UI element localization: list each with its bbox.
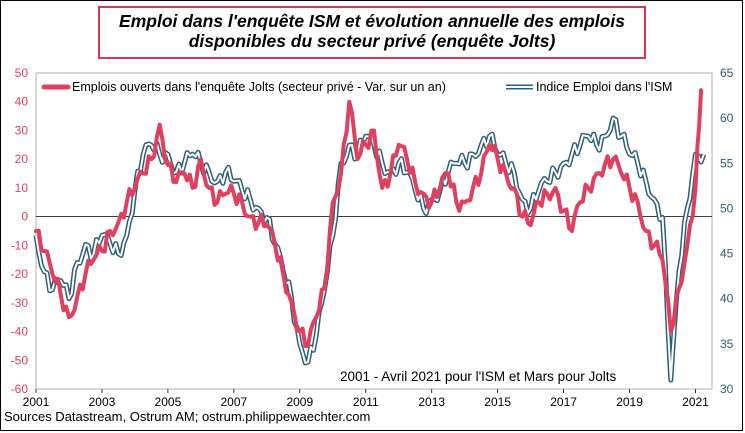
x-tick-label: 2011 (353, 395, 379, 409)
y-left-tick-label: -30 (11, 296, 29, 310)
y-right-tick-label: 55 (720, 156, 734, 170)
y-left-tick-label: 50 (15, 66, 29, 80)
x-tick-label: 2007 (221, 395, 248, 409)
x-tick-label: 2019 (616, 395, 643, 409)
legend-label-ism: Indice Emploi dans l'ISM (536, 80, 672, 94)
axes: -60 -50 -40 -30 -20 -10 0 10 20 30 40 50 30 35 40 45 50 5… (11, 66, 734, 409)
y-left-tick-label: -60 (11, 382, 29, 396)
y-left-tick-label: 30 (15, 123, 29, 137)
x-tick-label: 2017 (550, 395, 577, 409)
y-right-tick-label: 50 (720, 201, 734, 215)
y-right-tick-label: 30 (720, 382, 734, 396)
x-tick-label: 2003 (89, 395, 116, 409)
y-right-tick-label: 40 (720, 292, 734, 306)
x-tick-label: 2015 (484, 395, 511, 409)
title-line-2: disponibles du secteur privé (enquête Jo… (188, 31, 556, 51)
y-right-tick-label: 45 (720, 247, 734, 261)
y-left-tick-label: -40 (11, 325, 29, 339)
series-layer (33, 88, 707, 383)
x-tick-label: 2009 (286, 395, 313, 409)
title-line-1: Emploi dans l'enquête ISM et évolution a… (119, 11, 625, 31)
series-jolts (34, 88, 704, 348)
y-left-tick-label: 40 (15, 95, 29, 109)
chart-title: Emploi dans l'enquête ISM et évolution a… (98, 6, 646, 59)
legend-label-jolts: Emplois ouverts dans l'enquête Jolts (se… (72, 80, 446, 94)
y-right-tick-label: 35 (720, 337, 734, 351)
series-ism-outer (33, 115, 707, 383)
series-ism-inner (35, 117, 705, 381)
x-tick-label: 2001 (23, 395, 50, 409)
y-left-tick-label: -50 (11, 353, 29, 367)
period-annotation: 2001 - Avril 2021 pour l'ISM et Mars pou… (340, 369, 616, 384)
y-left-tick-label: 10 (15, 181, 29, 195)
x-tick-label: 2021 (682, 395, 709, 409)
y-right-tick-label: 60 (720, 111, 734, 125)
source-note: Sources Datastream, Ostrum AM; ostrum.ph… (4, 409, 371, 424)
y-left-tick-label: 0 (21, 210, 28, 224)
x-tick-label: 2005 (155, 395, 182, 409)
y-left-tick-label: -20 (11, 267, 29, 281)
legend: Emplois ouverts dans l'enquête Jolts (se… (41, 80, 672, 94)
y-left-tick-label: -10 (11, 238, 29, 252)
y-left-tick-label: 20 (15, 152, 29, 166)
x-tick-label: 2013 (418, 395, 445, 409)
y-right-tick-label: 65 (720, 66, 734, 80)
